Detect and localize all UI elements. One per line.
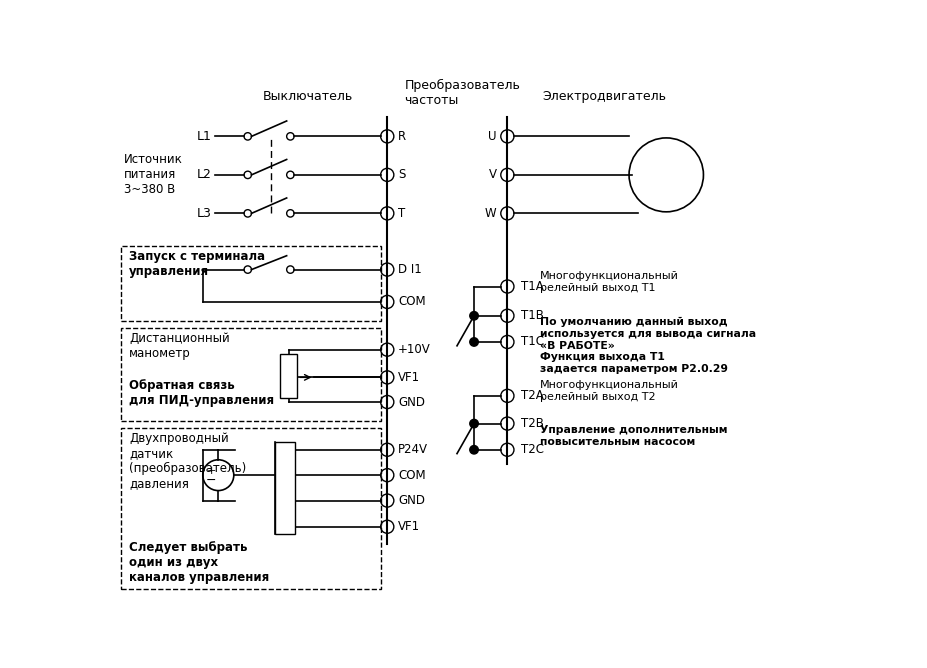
Circle shape [469, 420, 477, 428]
Text: T2C: T2C [520, 444, 543, 456]
Text: Преобразователь
частоты: Преобразователь частоты [404, 78, 520, 106]
Text: L3: L3 [197, 207, 211, 220]
Text: Электродвигатель: Электродвигатель [541, 90, 666, 103]
Text: VF1: VF1 [398, 520, 420, 533]
Text: Многофункциональный
релейный выход Т2: Многофункциональный релейный выход Т2 [540, 381, 678, 402]
Circle shape [469, 338, 477, 346]
Text: По умолчанию данный выход
используется для вывода сигнала
«В РАБОТЕ»
Функция вых: По умолчанию данный выход используется д… [540, 317, 756, 374]
Bar [280, 353, 297, 398]
Text: L2: L2 [197, 168, 211, 182]
Text: R: R [398, 130, 406, 143]
Text: COM: COM [398, 295, 425, 309]
Text: COM: COM [398, 469, 425, 482]
Bar [274, 442, 295, 534]
Text: Выключатель: Выключатель [262, 90, 353, 103]
Text: Двухпроводный
датчик
(преобразователь)
давления: Двухпроводный датчик (преобразователь) д… [129, 432, 247, 490]
Text: T: T [398, 207, 405, 220]
Text: +: + [207, 466, 216, 476]
Text: VF1: VF1 [398, 371, 420, 384]
Text: Управление дополнительным
повысительным насосом: Управление дополнительным повысительным … [540, 425, 727, 447]
Text: Следует выбрать
один из двух
каналов управления: Следует выбрать один из двух каналов упр… [129, 541, 269, 584]
Text: T2B: T2B [520, 417, 543, 430]
Text: Дистанционный
манометр: Дистанционный манометр [129, 332, 230, 360]
Text: Обратная связь
для ПИД-управления: Обратная связь для ПИД-управления [129, 379, 274, 407]
Text: Запуск с терминала
управления: Запуск с терминала управления [129, 250, 265, 279]
Text: Многофункциональный
релейный выход Т1: Многофункциональный релейный выход Т1 [540, 271, 678, 293]
Text: S: S [398, 168, 405, 182]
Circle shape [469, 446, 477, 454]
Text: T1C: T1C [520, 335, 543, 349]
Circle shape [469, 311, 477, 320]
Text: U: U [488, 130, 496, 143]
Text: +10V: +10V [398, 343, 430, 356]
Text: T2A: T2A [520, 389, 542, 402]
Text: W: W [485, 207, 496, 220]
Text: P24V: P24V [398, 444, 427, 456]
Text: V: V [488, 168, 496, 182]
Text: T1A: T1A [520, 280, 542, 293]
Text: GND: GND [398, 395, 425, 409]
Text: −: − [206, 474, 216, 487]
Text: L1: L1 [197, 130, 211, 143]
Text: Источник
питания
3~380 В: Источник питания 3~380 В [123, 154, 183, 196]
Text: GND: GND [398, 494, 425, 507]
Text: T1B: T1B [520, 309, 543, 322]
Text: D I1: D I1 [398, 263, 422, 276]
